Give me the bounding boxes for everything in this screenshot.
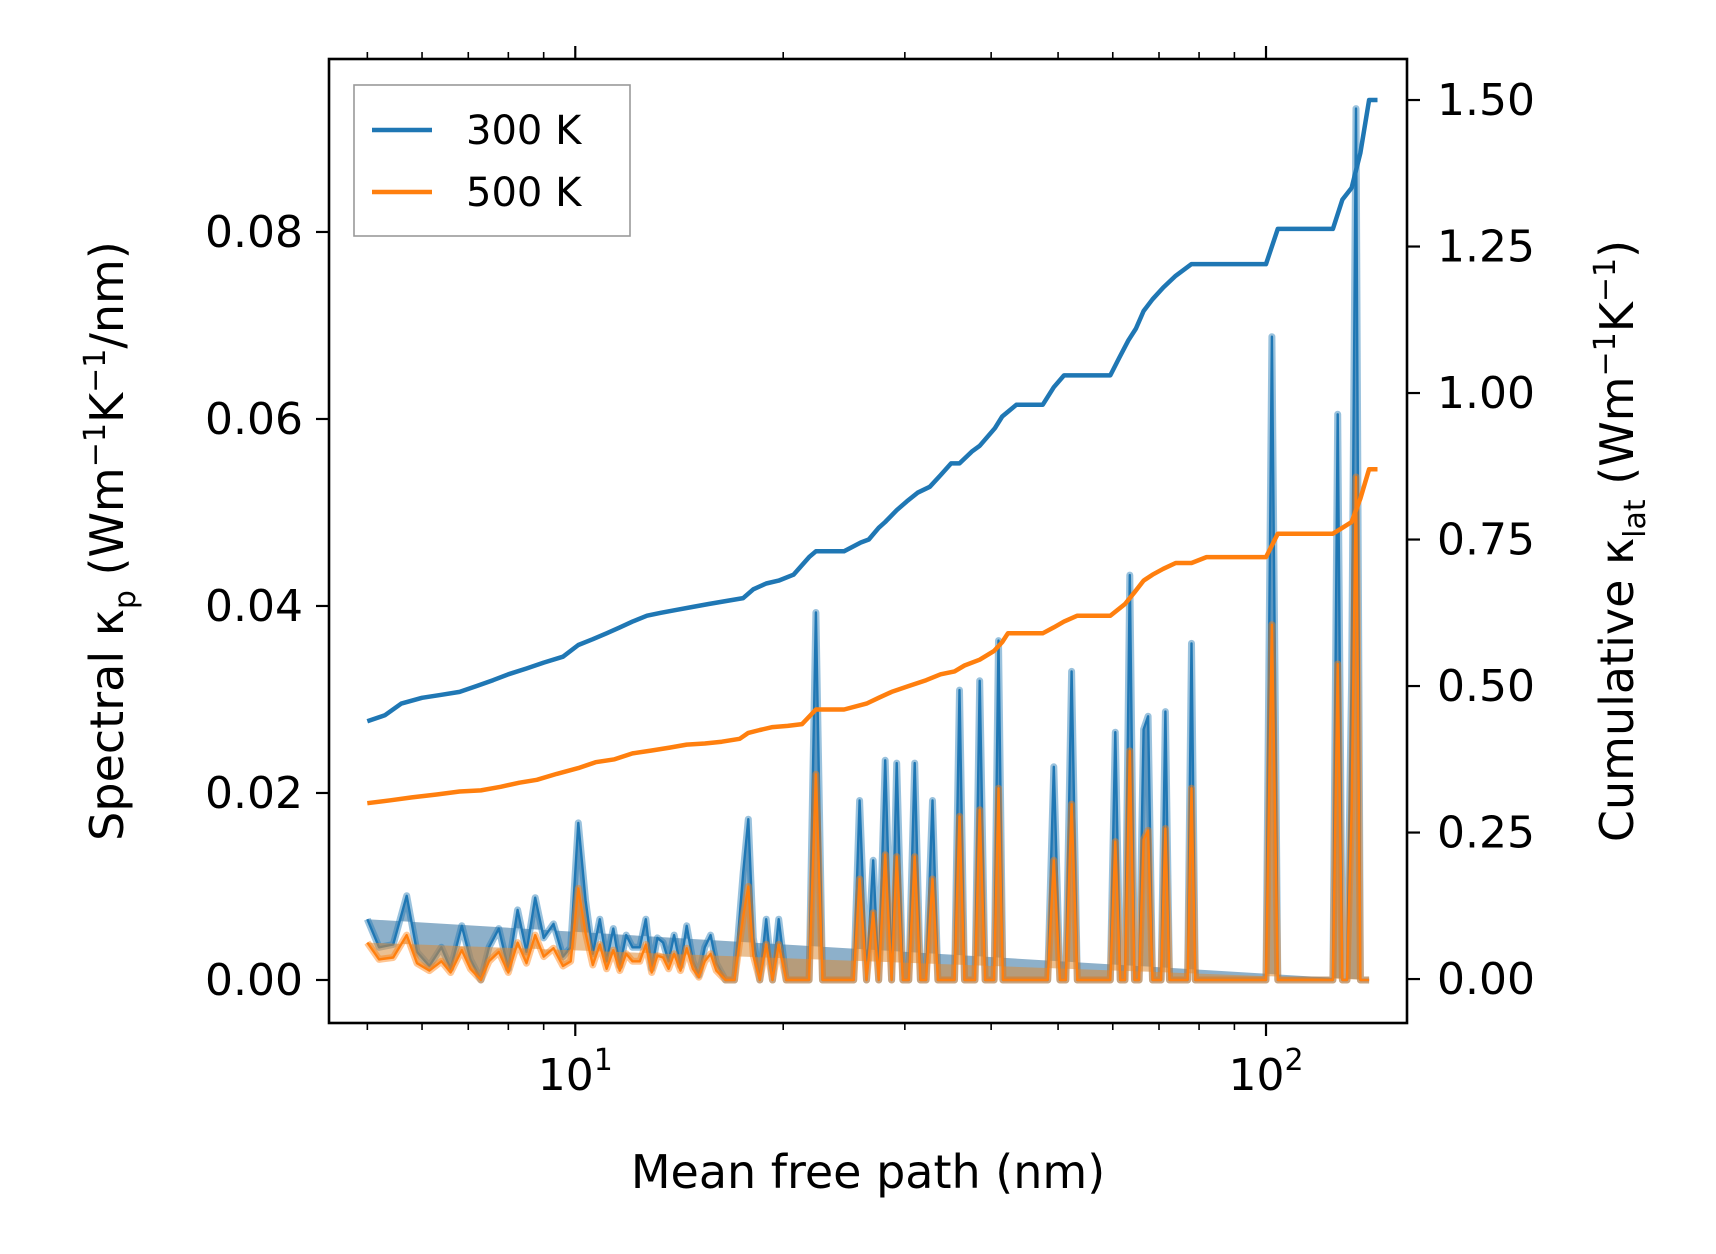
- y-right-tick-label: 1.25: [1437, 222, 1535, 273]
- left-axis-title-suffix: /nm): [80, 241, 134, 348]
- legend-box: [353, 84, 631, 237]
- left-axis-title-mid: K: [80, 391, 134, 423]
- left-axis-title-unit-prefix: (Wm: [80, 467, 134, 590]
- plot-frame: [327, 57, 1409, 1025]
- left-axis-title-exp1: −1: [78, 423, 113, 467]
- y-right-tick-label: 1.00: [1437, 368, 1535, 419]
- x-tick-label: 101: [538, 1043, 613, 1101]
- right-axis-title-exp1: −1: [1588, 332, 1623, 376]
- left-axis-title: Spectral κp (Wm−1K−1/nm): [78, 241, 143, 841]
- cumulative-line-500k: [367, 466, 1378, 806]
- legend-label-300k: 300 K: [466, 108, 583, 154]
- right-axis-title-exp2: −1: [1588, 258, 1623, 302]
- y-left-tick-label: 0.00: [205, 955, 303, 1006]
- x-tick-label: 102: [1228, 1043, 1303, 1101]
- right-axis-title-subscript: lat: [1618, 499, 1653, 538]
- left-axis-title-exp2: −1: [78, 349, 113, 393]
- legend-label-500k: 500 K: [466, 170, 583, 216]
- y-right-tick-label: 0.75: [1437, 515, 1535, 566]
- y-right-tick-label: 0.50: [1437, 661, 1535, 712]
- y-left-tick-label: 0.08: [205, 207, 303, 258]
- cumulative-line-300k: [366, 97, 1378, 724]
- x-axis-title: Mean free path (nm): [631, 1145, 1105, 1199]
- y-right-tick-label: 1.50: [1437, 75, 1535, 126]
- y-right-tick-label: 0.00: [1437, 954, 1535, 1005]
- spectral-line-500k: [366, 475, 1370, 982]
- right-axis-title-suffix: ): [1590, 240, 1644, 258]
- legend: 300 K 500 K: [353, 84, 631, 237]
- plot-layer: [364, 97, 1378, 984]
- spectral-area-500k: [367, 477, 1370, 980]
- y-right-tick-label: 0.25: [1437, 808, 1535, 859]
- left-axis-title-subscript: p: [108, 590, 143, 609]
- right-axis-title-base: Cumulative κ: [1590, 538, 1644, 842]
- right-axis-title: Cumulative κlat (Wm−1K−1): [1588, 240, 1653, 842]
- right-axis-title-unit-prefix: (Wm: [1590, 376, 1644, 499]
- tick-labels-layer: 0.00 0.02 0.04 0.06 0.08 0.00 0.25 0.50 0.75 1.00…: [205, 75, 1535, 1101]
- left-axis-title-base: Spectral κ: [80, 609, 134, 841]
- y-left-tick-label: 0.02: [205, 768, 303, 819]
- right-axis-title-mid: K: [1590, 300, 1644, 332]
- y-left-tick-label: 0.04: [205, 581, 303, 632]
- y-left-tick-label: 0.06: [205, 394, 303, 445]
